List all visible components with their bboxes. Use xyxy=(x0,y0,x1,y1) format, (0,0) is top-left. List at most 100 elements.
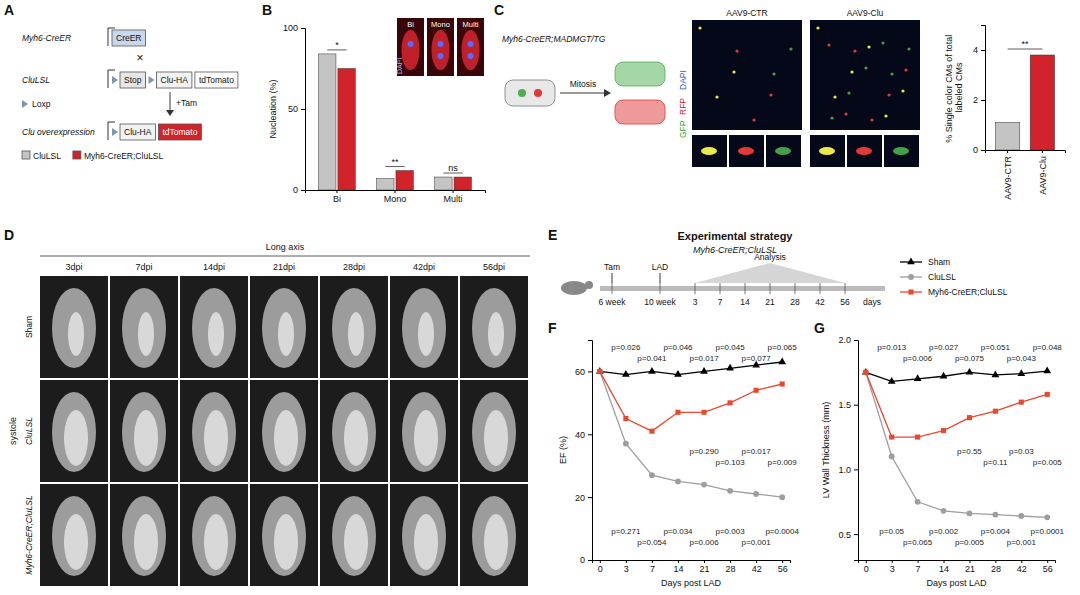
legend-marker xyxy=(908,289,913,294)
timeline xyxy=(600,286,885,291)
mri-image xyxy=(250,380,318,482)
panel-a: Myh6-CreERCreERCluLSLStopClu-HAtdTomatoC… xyxy=(22,28,238,140)
tick-mark xyxy=(395,190,396,193)
tick-mark xyxy=(1042,150,1043,153)
inset-image xyxy=(397,18,424,76)
nucleus xyxy=(534,89,542,97)
cell-dot xyxy=(772,72,775,75)
cell-dot xyxy=(890,72,893,75)
marker xyxy=(967,415,972,420)
marker xyxy=(914,374,922,381)
tick: 7 xyxy=(916,560,921,574)
x-axis: 0371421284256 xyxy=(593,560,791,574)
bar xyxy=(995,123,1019,151)
tick-label: 4 xyxy=(973,45,978,55)
mri-image xyxy=(390,484,458,586)
marker xyxy=(1043,367,1051,374)
tick-mark xyxy=(944,560,945,563)
axis-title: Days post LAD xyxy=(661,578,722,588)
marker xyxy=(888,377,896,384)
ventricle xyxy=(274,410,298,466)
arrow xyxy=(612,273,613,283)
cell-dot xyxy=(738,147,754,155)
mri-image xyxy=(460,484,528,586)
tick: 2.0 xyxy=(838,335,858,345)
arrow xyxy=(560,93,606,94)
tick-label: 28 xyxy=(991,564,1001,574)
tick: 1.0 xyxy=(838,465,858,475)
construct-label: CluLSL xyxy=(22,75,50,85)
cell-schematic xyxy=(615,100,665,124)
tick-mark xyxy=(981,50,985,51)
time-label: 6 week xyxy=(599,297,627,307)
tick-mark xyxy=(301,109,305,110)
cell-schematic xyxy=(505,80,555,106)
tick: 42 xyxy=(752,560,762,574)
bar xyxy=(1030,55,1054,150)
tick: 20 xyxy=(575,493,592,503)
axis-title: Days post LAD xyxy=(926,578,987,588)
panel-letter: A xyxy=(4,2,14,18)
marker xyxy=(1018,513,1024,519)
axis-line xyxy=(588,341,593,561)
timeline-tick xyxy=(695,283,696,294)
p-value: p=0.006 xyxy=(903,354,933,363)
p-value: p=0.046 xyxy=(663,343,693,352)
p-value: p=0.11 xyxy=(983,458,1008,467)
cross-symbol: × xyxy=(136,51,143,65)
event-label: Analysis xyxy=(754,252,786,262)
cell-dot xyxy=(844,112,847,115)
panel-letter: B xyxy=(262,2,272,18)
tick-mark xyxy=(854,405,858,406)
column-label: 42dpi xyxy=(413,262,435,272)
ventricle xyxy=(414,514,438,570)
legend-marker xyxy=(907,258,915,265)
column-label: 28dpi xyxy=(343,262,365,272)
marker xyxy=(940,372,948,379)
mri-image xyxy=(180,380,248,482)
legend: CluLSLMyh6-CreER;CluLSL xyxy=(22,151,164,161)
p-value: p=0.009 xyxy=(768,458,798,467)
tick-mark xyxy=(892,560,893,563)
tick-mark xyxy=(756,560,757,563)
tick-label: 56 xyxy=(1043,564,1053,574)
channel-label: RFP xyxy=(678,98,688,115)
tick-mark xyxy=(336,190,337,193)
cell-dot xyxy=(887,93,890,96)
legend-label: Myh6-CreER;CluLSL xyxy=(84,151,164,161)
panel-d: Long axis3dpi7dpi14dpi21dpi28dpi42dpi56d… xyxy=(8,242,530,586)
p-value: p=0.043 xyxy=(1007,354,1037,363)
marker xyxy=(728,400,733,405)
axis-title: EF (%) xyxy=(558,436,568,464)
arrow xyxy=(170,92,171,112)
marker xyxy=(992,370,1000,377)
tick: 28 xyxy=(991,560,1001,574)
marker xyxy=(780,381,785,386)
p-value: p=0.55 xyxy=(957,447,982,456)
tick-label: 56 xyxy=(778,564,788,574)
loxp-site xyxy=(112,76,118,84)
marker xyxy=(1019,400,1024,405)
tick-label: AAV9-CTR xyxy=(1003,156,1013,200)
ventricle xyxy=(484,514,508,570)
mri-image xyxy=(40,276,108,378)
plot-marks xyxy=(862,367,1051,521)
tick-label: 7 xyxy=(916,564,921,574)
tick: 0.5 xyxy=(838,529,858,539)
heart xyxy=(262,392,306,472)
tick: 7 xyxy=(650,560,655,574)
timeline-tick xyxy=(660,283,661,294)
tick: 1.5 xyxy=(838,400,858,410)
tick-label: 14 xyxy=(939,564,949,574)
gene-box xyxy=(157,72,192,88)
tick-label: 3 xyxy=(890,564,895,574)
gene-label: Stop xyxy=(124,75,142,85)
tick: AAV9-CTR xyxy=(1003,150,1013,200)
phase-label: systole xyxy=(8,417,18,445)
ventricle xyxy=(134,410,158,466)
loxp-site xyxy=(22,100,28,108)
cell-dot xyxy=(901,89,904,92)
tick-mark xyxy=(678,560,679,563)
tick-label: 28 xyxy=(726,564,736,574)
p-value: p=0.065 xyxy=(768,343,798,352)
